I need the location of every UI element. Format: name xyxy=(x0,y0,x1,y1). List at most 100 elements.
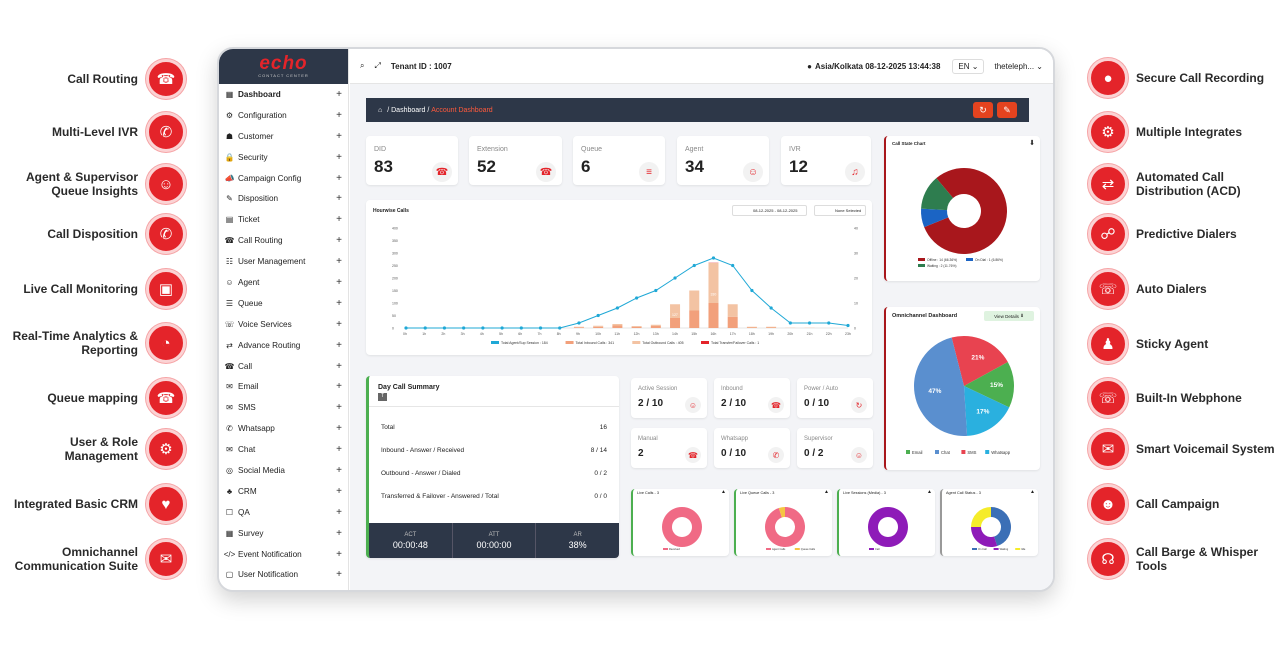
y-tick-label: 150 xyxy=(392,289,398,293)
expand-plus-icon[interactable]: + xyxy=(336,402,342,414)
sidebar-item-customer[interactable]: ☗ Customer + xyxy=(219,126,348,147)
stat-card-queue[interactable]: Queue 6 ≡ xyxy=(573,136,665,185)
expand-plus-icon[interactable]: + xyxy=(336,485,342,497)
expand-plus-icon[interactable]: + xyxy=(336,109,342,121)
menu-icon: ▦ xyxy=(225,89,234,99)
info-badge[interactable]: T xyxy=(378,393,387,401)
stat-card-did[interactable]: DID 83 ☎ xyxy=(366,136,458,185)
sidebar-item-disposition[interactable]: ✎ Disposition + xyxy=(219,188,348,209)
menu-icon: ▤ xyxy=(225,215,234,225)
menu-icon: ▢ xyxy=(225,570,234,580)
sidebar-item-configuration[interactable]: ⚙ Configuration + xyxy=(219,105,348,126)
stat-card-ivr[interactable]: IVR 12 ♫ xyxy=(781,136,871,185)
sidebar-item-crm[interactable]: ♣ CRM + xyxy=(219,481,348,502)
search-icon[interactable]: ⌕ xyxy=(360,61,365,70)
session-card-whatsapp[interactable]: Whatsapp 0 / 10 ✆ xyxy=(714,428,790,468)
expand-plus-icon[interactable]: + xyxy=(336,527,342,539)
agent-icon: ☺ xyxy=(743,162,763,182)
session-value: 0 / 10 xyxy=(721,448,747,459)
sidebar-item-queue[interactable]: ☰ Queue + xyxy=(219,293,348,314)
sidebar-item-social-media[interactable]: ◎ Social Media + xyxy=(219,460,348,481)
sidebar-item-agent[interactable]: ☺ Agent + xyxy=(219,272,348,293)
stat-card-agent[interactable]: Agent 34 ☺ xyxy=(677,136,769,185)
expand-plus-icon[interactable]: + xyxy=(336,214,342,226)
expand-plus-icon[interactable]: + xyxy=(336,235,342,247)
expand-plus-icon[interactable]: + xyxy=(336,423,342,435)
sidebar-item-call-routing[interactable]: ☎ Call Routing + xyxy=(219,230,348,251)
sidebar-item-sms[interactable]: ✉ SMS + xyxy=(219,397,348,418)
series-select[interactable]: None Selected xyxy=(814,205,866,216)
collapse-icon[interactable]: ▲ xyxy=(721,489,726,495)
sidebar-item-survey[interactable]: ▦ Survey + xyxy=(219,523,348,544)
sidebar-item-email[interactable]: ✉ Email + xyxy=(219,376,348,397)
expand-plus-icon[interactable]: + xyxy=(336,506,342,518)
legend-swatch xyxy=(985,450,990,454)
summary-key: Total xyxy=(381,424,395,431)
session-card-active-session[interactable]: Active Session 2 / 10 ☺ xyxy=(631,378,707,418)
session-card-supervisor[interactable]: Supervisor 0 / 2 ☺ xyxy=(797,428,873,468)
expand-plus-icon[interactable]: + xyxy=(336,276,342,288)
line-point-6 xyxy=(519,326,523,330)
mini-chart-card: Live Sessions (Media) - 3 ▲ Call xyxy=(837,489,935,556)
expand-plus-icon[interactable]: + xyxy=(336,464,342,476)
sidebar-item-advance-routing[interactable]: ⇄ Advance Routing + xyxy=(219,335,348,356)
language-select[interactable]: EN ⌄ xyxy=(952,58,985,74)
session-card-inbound[interactable]: Inbound 2 / 10 ☎ xyxy=(714,378,790,418)
collapse-icon[interactable]: ▲ xyxy=(1030,489,1035,495)
breadcrumb-dashboard[interactable]: / Dashboard / xyxy=(387,106,430,114)
view-details-button[interactable]: View Details ⬇ xyxy=(984,311,1034,321)
menu-icon: ☗ xyxy=(225,131,234,141)
expand-plus-icon[interactable]: + xyxy=(336,256,342,268)
expand-plus-icon[interactable]: + xyxy=(336,297,342,309)
expand-plus-icon[interactable]: + xyxy=(336,444,342,456)
feature-left-3: Call Disposition ✆ xyxy=(0,214,186,254)
collapse-icon[interactable]: ▲ xyxy=(824,489,829,495)
y-tick-label: 0 xyxy=(392,327,394,331)
x-tick-label: 4h xyxy=(480,332,484,336)
line-point-2 xyxy=(442,326,447,330)
expand-plus-icon[interactable]: + xyxy=(336,172,342,184)
refresh-button[interactable]: ↻ xyxy=(973,102,993,118)
call-state-slice-1 xyxy=(921,208,949,228)
expand-plus-icon[interactable]: + xyxy=(336,151,342,163)
session-card-power-auto[interactable]: Power / Auto 0 / 10 ↻ xyxy=(797,378,873,418)
expand-plus-icon[interactable]: + xyxy=(336,381,342,393)
sidebar-item-event-notification[interactable]: </> Event Notification + xyxy=(219,544,348,565)
collapse-icon[interactable]: ▲ xyxy=(927,489,932,495)
sidebar-item-dashboard[interactable]: ▦ Dashboard + xyxy=(219,84,348,105)
expand-icon[interactable]: ⤢ xyxy=(374,61,381,70)
download-icon[interactable]: ⬇ xyxy=(1029,140,1035,147)
date-range-picker[interactable]: 08-12-2025 - 08-12-2025 xyxy=(732,205,807,216)
session-card-manual[interactable]: Manual 2 ☎ xyxy=(631,428,707,468)
expand-plus-icon[interactable]: + xyxy=(336,569,342,581)
acd-icon: ⇄ xyxy=(1088,164,1128,204)
footer-metric-att: ATT 00:00:00 xyxy=(453,523,537,558)
expand-plus-icon[interactable]: + xyxy=(336,360,342,372)
sidebar-item-user-notification[interactable]: ▢ User Notification + xyxy=(219,564,348,585)
menu-icon: ♣ xyxy=(226,486,233,496)
stat-card-extension[interactable]: Extension 52 ☎ xyxy=(469,136,562,185)
expand-plus-icon[interactable]: + xyxy=(336,318,342,330)
edit-button[interactable]: ✎ xyxy=(997,102,1017,118)
expand-plus-icon[interactable]: + xyxy=(336,193,342,205)
expand-plus-icon[interactable]: + xyxy=(336,548,342,560)
expand-plus-icon[interactable]: + xyxy=(336,130,342,142)
call-state-donut: Offline : 14 (66.36%) On Dial : 1 (6.86%)… xyxy=(918,168,1007,268)
sidebar-item-chat[interactable]: ✉ Chat + xyxy=(219,439,348,460)
sidebar-item-qa[interactable]: ☐ QA + xyxy=(219,502,348,523)
session-value: 2 / 10 xyxy=(638,398,664,409)
sidebar-item-voice-services[interactable]: ☏ Voice Services + xyxy=(219,314,348,335)
expand-plus-icon[interactable]: + xyxy=(336,88,342,100)
feature-label: Live Call Monitoring xyxy=(23,282,138,296)
sidebar-item-ticket[interactable]: ▤ Ticket + xyxy=(219,209,348,230)
user-menu[interactable]: theteleph... ⌄ xyxy=(994,61,1043,71)
sidebar-item-security[interactable]: 🔒 Security + xyxy=(219,147,348,168)
sidebar-item-whatsapp[interactable]: ✆ Whatsapp + xyxy=(219,418,348,439)
expand-plus-icon[interactable]: + xyxy=(336,339,342,351)
home-icon[interactable]: ⌂ xyxy=(378,106,383,114)
sidebar-item-call[interactable]: ☎ Call + xyxy=(219,356,348,377)
line-point-21 xyxy=(807,321,812,325)
mini-slice xyxy=(778,507,785,518)
sidebar-item-user-management[interactable]: ☷ User Management + xyxy=(219,251,348,272)
sidebar-item-campaign-config[interactable]: 📣 Campaign Config + xyxy=(219,168,348,189)
